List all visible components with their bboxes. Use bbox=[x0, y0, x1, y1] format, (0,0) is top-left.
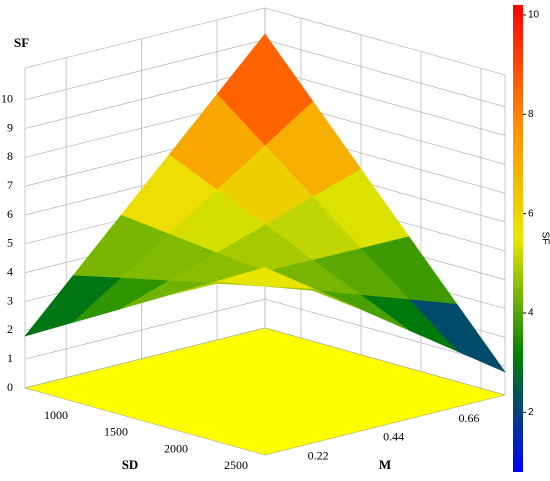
x-tick-label: 2000 bbox=[164, 441, 188, 455]
floor bbox=[24, 327, 506, 456]
z-axis-title: SF bbox=[14, 35, 29, 50]
y-tick-label: 0.44 bbox=[383, 430, 404, 444]
grid-line bbox=[24, 298, 506, 367]
colorbar-tick-label: 4 bbox=[528, 308, 534, 319]
surface-patch bbox=[216, 267, 314, 289]
z-tick-label: 3 bbox=[7, 293, 13, 307]
colorbar-tick-label: 10 bbox=[528, 10, 540, 21]
colorbar bbox=[513, 5, 523, 472]
z-tick-label: 8 bbox=[7, 149, 13, 163]
colorbar-tick-label: 6 bbox=[528, 208, 534, 219]
z-tick-label: 1 bbox=[7, 351, 13, 365]
z-tick-label: 10 bbox=[1, 91, 13, 105]
x-tick-label: 2500 bbox=[224, 458, 248, 472]
z-tick-label: 6 bbox=[7, 207, 13, 221]
z-tick-label: 7 bbox=[7, 178, 13, 192]
y-tick-label: 0.22 bbox=[308, 448, 329, 462]
z-tick-label: 4 bbox=[7, 264, 13, 278]
z-tick-label: 0 bbox=[7, 380, 13, 394]
z-tick-label: 5 bbox=[7, 236, 13, 250]
y-axis-title: M bbox=[379, 457, 391, 472]
x-tick-label: 1500 bbox=[104, 425, 128, 439]
colorbar-tick-label: 8 bbox=[528, 109, 534, 120]
colorbar-tick-label: 2 bbox=[528, 407, 534, 418]
y-tick-label: 0.66 bbox=[459, 411, 480, 425]
z-tick-label: 2 bbox=[7, 322, 13, 336]
colorbar-title: SF bbox=[539, 232, 550, 245]
x-tick-label: 1000 bbox=[44, 408, 68, 422]
x-axis-title: SD bbox=[122, 457, 139, 472]
z-tick-label: 9 bbox=[7, 120, 13, 134]
